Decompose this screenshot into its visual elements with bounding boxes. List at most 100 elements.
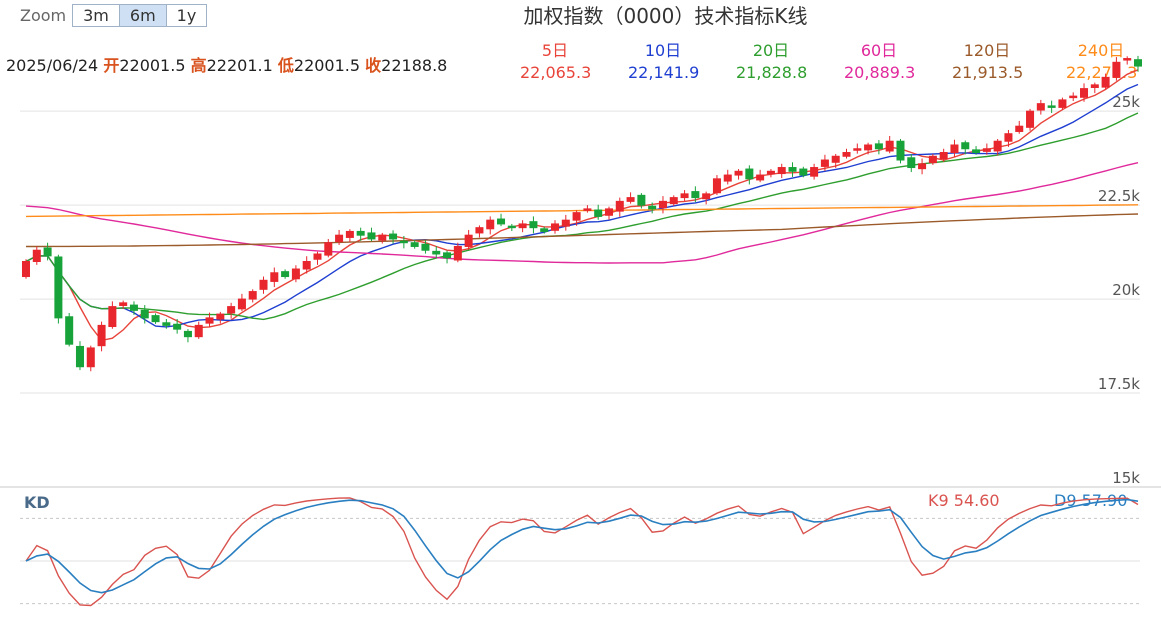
candle-body <box>626 197 635 202</box>
ma5-value: 22,065.3 <box>520 63 592 82</box>
candle-body <box>993 140 1002 152</box>
candle-body <box>885 140 894 152</box>
candle-body <box>237 298 246 310</box>
zoom-6m-button[interactable]: 6m <box>119 3 167 27</box>
zoom-3m-button[interactable]: 3m <box>72 3 120 27</box>
candle-body <box>1036 103 1045 111</box>
candle-body <box>475 227 484 234</box>
candle-body <box>518 223 527 229</box>
candle-body <box>810 167 819 177</box>
candle-body <box>766 170 775 175</box>
candle-body <box>410 242 419 247</box>
candle-body <box>356 230 365 236</box>
candle-body <box>734 170 743 176</box>
candle-body <box>939 152 948 160</box>
ma120-line <box>26 213 1139 248</box>
candle-body <box>691 191 700 199</box>
y-tick-label: 20k <box>1112 281 1140 299</box>
y-tick-label: 15k <box>1112 469 1140 487</box>
open-value: 22001.5 <box>119 56 186 75</box>
candle-body <box>907 157 916 169</box>
candle-body <box>324 242 333 256</box>
candle-body <box>129 304 138 311</box>
candle-body <box>75 345 84 368</box>
candle-body <box>551 223 560 231</box>
candle-body <box>21 261 31 278</box>
candle-body <box>183 330 192 338</box>
candle-body <box>97 324 106 347</box>
ma20-legend: 20日 21,828.8 <box>736 40 808 84</box>
ma10-value: 22,141.9 <box>628 63 700 82</box>
candle-body <box>486 219 495 230</box>
y-tick-label: 22.5k <box>1098 187 1140 205</box>
ma5-label: 5日 <box>541 41 569 60</box>
candle-body <box>108 306 117 328</box>
candle-body <box>151 315 160 323</box>
kd-d-line <box>25 498 1139 594</box>
candle-body <box>1112 61 1121 78</box>
low-value: 22001.5 <box>293 56 361 75</box>
kd-d-value: D9 57.90 <box>1054 491 1127 510</box>
candle-body <box>313 253 322 260</box>
candle-body <box>259 279 268 290</box>
candle-body <box>507 225 516 229</box>
candle-body <box>119 302 128 306</box>
candle-body <box>1090 84 1099 88</box>
candle-body <box>1047 105 1056 108</box>
ma20-line <box>25 112 1139 321</box>
candle-body <box>497 218 506 225</box>
candle-body <box>702 193 711 200</box>
candle-body <box>54 256 63 319</box>
ma10-label: 10日 <box>644 41 682 60</box>
candle-body <box>1123 58 1132 61</box>
candle-body <box>1101 76 1110 88</box>
y-tick-label: 25k <box>1112 93 1140 111</box>
candle-body <box>399 240 408 244</box>
candle-body <box>345 230 354 238</box>
ma10-legend: 10日 22,141.9 <box>628 40 700 84</box>
candle-body <box>918 163 927 170</box>
low-label: 低 <box>277 56 294 75</box>
ma5-line <box>25 69 1139 342</box>
candle-body <box>291 268 300 280</box>
candle-body <box>788 167 797 172</box>
candle-body <box>756 174 765 181</box>
zoom-bar: Zoom 3m 6m 1y <box>20 2 208 28</box>
candle-body <box>669 197 678 205</box>
candle-body <box>842 152 851 157</box>
kd-k-value: K9 54.60 <box>928 491 1000 510</box>
high-label: 高 <box>190 56 207 75</box>
candle-body <box>281 271 290 278</box>
candle-body <box>853 148 862 151</box>
candle-body <box>1080 88 1089 98</box>
candle-body <box>1004 133 1013 142</box>
candle-body <box>453 245 462 261</box>
candle-body <box>961 142 970 150</box>
candle-body <box>950 144 959 154</box>
candle-body <box>432 250 441 255</box>
ma20-value: 21,828.8 <box>736 63 808 82</box>
price-grid <box>0 110 1161 488</box>
candle-body <box>367 232 376 240</box>
candle-body <box>205 317 214 324</box>
ma240-line <box>25 204 1139 218</box>
candle-body <box>1058 99 1067 108</box>
candle-body <box>637 194 646 206</box>
candle-body <box>270 272 279 282</box>
ohlc-date: 2025/06/24 <box>6 56 99 75</box>
y-tick-label: 17.5k <box>1098 375 1140 393</box>
candle-body <box>140 309 149 319</box>
candle-body <box>820 159 829 167</box>
ma120-legend: 120日 21,913.5 <box>952 40 1023 84</box>
candle-body <box>194 324 203 338</box>
candles <box>21 55 1143 372</box>
zoom-label: Zoom <box>20 5 67 25</box>
candle-body <box>421 243 430 251</box>
ma240-label: 240日 <box>1077 41 1125 60</box>
ohlc-readout: 2025/06/24 开22001.5 高22201.1 低22001.5 收2… <box>6 52 447 76</box>
candle-body <box>799 168 808 176</box>
zoom-1y-button[interactable]: 1y <box>166 3 208 27</box>
candle-body <box>65 316 74 345</box>
candle-body <box>583 208 592 211</box>
candle-body <box>1026 110 1035 128</box>
